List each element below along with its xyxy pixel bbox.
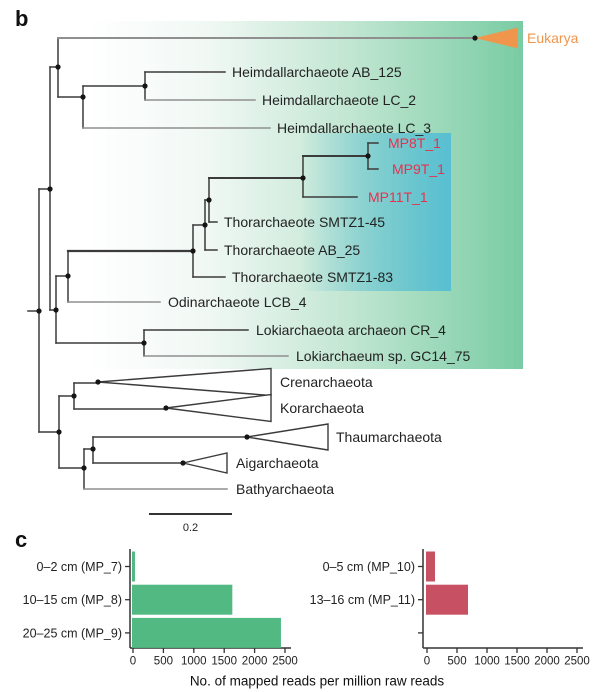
category-label: 0–2 cm (MP_7) bbox=[37, 560, 122, 574]
taxon-label: Thorarchaeote SMTZ1-45 bbox=[224, 214, 385, 230]
collapsed-clade-triangle-aigarchaeota bbox=[182, 452, 228, 474]
tree-node-dot bbox=[90, 446, 96, 452]
tree-node-dot bbox=[190, 248, 196, 254]
bar-13–16 cm (MP_11) bbox=[426, 584, 468, 615]
tree-node-dot bbox=[53, 307, 59, 313]
taxon-label: MP9T_1 bbox=[392, 161, 445, 177]
collapsed-clade-triangle-crenarchaeota bbox=[97, 367, 272, 397]
tree-node-dot bbox=[300, 175, 306, 181]
x-tick-label: 500 bbox=[154, 656, 173, 668]
tree-node-dot bbox=[180, 460, 186, 466]
tree-node-dot bbox=[80, 94, 86, 100]
taxon-label: Eukarya bbox=[527, 30, 579, 46]
x-tick-label: 0 bbox=[130, 656, 136, 668]
tree-node-dot bbox=[71, 393, 77, 399]
taxon-label: Heimdallarchaeote LC_2 bbox=[262, 92, 416, 108]
taxon-label: Korarchaeota bbox=[280, 400, 364, 416]
x-tick-label: 2000 bbox=[242, 656, 268, 668]
taxon-label: Odinarchaeote LCB_4 bbox=[168, 294, 307, 310]
x-tick-label: 500 bbox=[447, 656, 466, 668]
taxon-label: MP8T_1 bbox=[388, 135, 441, 151]
tree-node-dot bbox=[142, 83, 148, 89]
x-axis-title: No. of mapped reads per million raw read… bbox=[190, 674, 445, 689]
taxon-label: Aigarchaeota bbox=[236, 455, 319, 471]
panel-b-label: b bbox=[15, 6, 29, 31]
panel-c-label: c bbox=[15, 527, 28, 552]
x-tick-label: 2000 bbox=[534, 656, 560, 668]
tree-node-dot bbox=[472, 35, 478, 41]
category-label: 0–5 cm (MP_10) bbox=[323, 560, 415, 574]
x-tick-label: 1500 bbox=[211, 656, 237, 668]
collapsed-clade-triangle-thaumarchaeota bbox=[246, 423, 329, 451]
tree-node-dot bbox=[202, 222, 208, 228]
x-tick-label: 1000 bbox=[474, 656, 500, 668]
bar-0–5 cm (MP_10) bbox=[426, 551, 435, 582]
taxon-label: Heimdallarchaeote AB_125 bbox=[232, 64, 402, 80]
taxon-label: MP11T_1 bbox=[368, 189, 428, 205]
tree-node-dot bbox=[244, 434, 250, 440]
bar-20–25 cm (MP_9) bbox=[132, 617, 281, 648]
tree-node-dot bbox=[141, 340, 147, 346]
bar-10–15 cm (MP_8) bbox=[132, 584, 233, 615]
taxon-label: Lokiarchaeum sp. GC14_75 bbox=[296, 348, 471, 364]
category-label: 13–16 cm (MP_11) bbox=[310, 593, 415, 607]
tree-node-dot bbox=[95, 379, 101, 385]
collapsed-clade-triangle-korarchaeota bbox=[165, 393, 272, 423]
taxon-label: Lokiarchaeota archaeon CR_4 bbox=[256, 322, 446, 338]
tree-node-dot bbox=[36, 308, 42, 314]
tree-node-dot bbox=[365, 153, 371, 159]
taxon-label: Heimdallarchaeote LC_3 bbox=[277, 120, 431, 136]
x-tick-label: 0 bbox=[424, 656, 430, 668]
tree-node-dot bbox=[56, 429, 62, 435]
x-tick-label: 2500 bbox=[564, 656, 590, 668]
x-tick-label: 2500 bbox=[272, 656, 298, 668]
tree-node-dot bbox=[55, 64, 61, 70]
tree-node-dot bbox=[206, 197, 212, 203]
x-tick-label: 1500 bbox=[504, 656, 530, 668]
bar-0–2 cm (MP_7) bbox=[132, 551, 136, 582]
tree-node-dot bbox=[47, 186, 53, 192]
taxon-label: Thorarchaeote AB_25 bbox=[224, 242, 360, 258]
tree-node-dot bbox=[65, 273, 71, 279]
category-label: 10–15 cm (MP_8) bbox=[23, 593, 122, 607]
thorarchaeota-blue-highlight-box bbox=[300, 133, 451, 291]
x-tick-label: 1000 bbox=[181, 656, 207, 668]
taxon-label: Thorarchaeote SMTZ1-83 bbox=[232, 269, 393, 285]
category-label: 20–25 cm (MP_9) bbox=[23, 626, 122, 640]
taxon-label: Bathyarchaeota bbox=[236, 481, 334, 497]
taxon-label: Thaumarchaeota bbox=[336, 429, 442, 445]
tree-node-dot bbox=[163, 405, 169, 411]
collapsed-clade-triangle-eukarya bbox=[475, 27, 518, 49]
scale-bar-label: 0.2 bbox=[183, 522, 198, 534]
tree-node-dot bbox=[81, 465, 87, 471]
taxon-label: Crenarchaeota bbox=[280, 374, 373, 390]
